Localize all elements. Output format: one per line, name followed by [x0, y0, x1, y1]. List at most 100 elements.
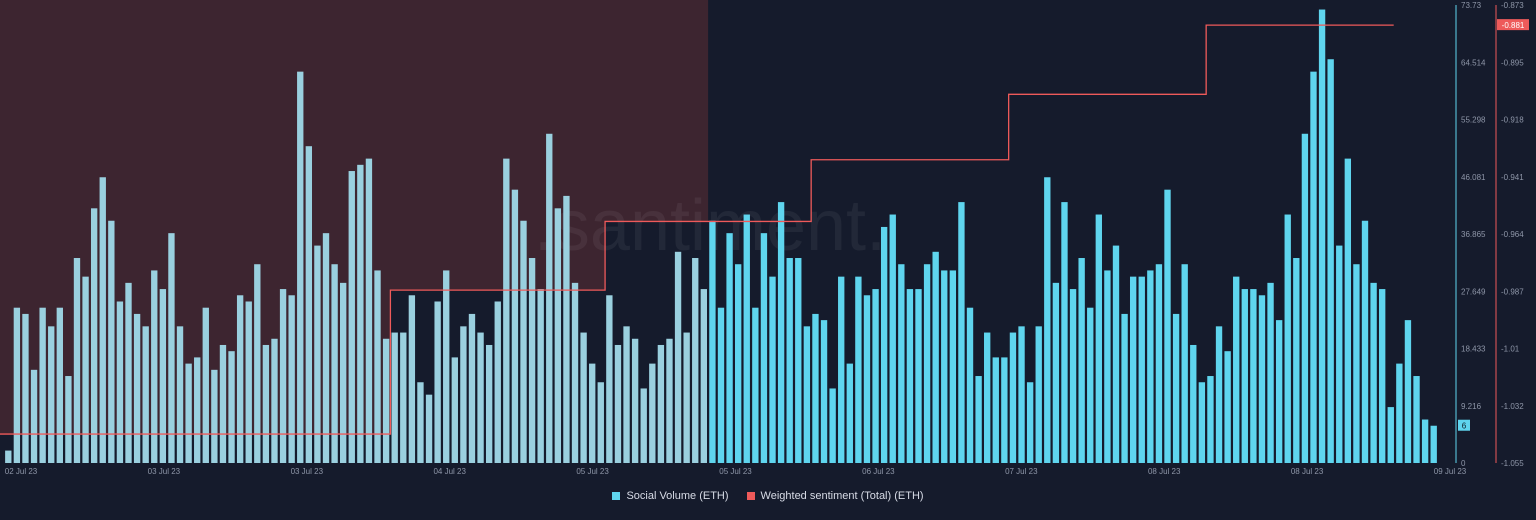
volume-bar	[477, 332, 484, 463]
axes	[1455, 5, 1497, 463]
volume-bar	[571, 282, 579, 463]
right-tick-label: -1.055	[1501, 459, 1524, 468]
x-tick-label: 05 Jul 23	[576, 467, 609, 476]
volume-bar	[958, 202, 965, 463]
volume-bar	[1387, 407, 1394, 463]
volume-bar	[1344, 158, 1352, 463]
volume-value-badge-bg	[1458, 419, 1470, 431]
volume-bar	[1155, 264, 1163, 463]
volume-bar	[108, 220, 115, 463]
volume-bar	[1370, 282, 1377, 463]
volume-bar	[1396, 363, 1403, 463]
volume-bar	[425, 394, 433, 463]
volume-bar	[451, 357, 458, 463]
left-tick-label: 0	[1461, 459, 1466, 468]
volume-bar	[365, 158, 373, 463]
x-tick-label: 02 Jul 23	[5, 467, 38, 476]
volume-bar	[219, 344, 227, 463]
volume-bar	[546, 133, 553, 463]
volume-bar	[743, 214, 750, 463]
volume-bar	[520, 220, 527, 463]
x-axis-ticks: 02 Jul 23 03 Jul 23 03 Jul 23 04 Jul 23 05 J…	[5, 467, 1467, 476]
legend-item-weighted-sentiment[interactable]: Weighted sentiment (Total) (ETH)	[746, 490, 924, 502]
legend: Social Volume (ETH) Weighted sentiment (…	[0, 490, 1536, 502]
volume-bar	[56, 307, 63, 463]
volume-bar	[1327, 59, 1334, 463]
volume-bar	[494, 301, 501, 463]
volume-bar	[1413, 376, 1420, 463]
right-tick-label: -1.01	[1501, 345, 1520, 354]
volume-bar	[99, 177, 106, 463]
volume-bar	[90, 208, 98, 463]
volume-bar	[614, 344, 622, 463]
volume-bar	[906, 289, 914, 463]
volume-bar	[674, 251, 682, 463]
volume-bar	[503, 158, 510, 463]
volume-bar	[1061, 202, 1068, 463]
volume-bar	[1052, 282, 1060, 463]
volume-bar	[1267, 282, 1274, 463]
volume-bar	[855, 276, 862, 463]
volume-bar	[528, 258, 536, 463]
volume-bar	[1224, 351, 1231, 463]
volume-bar	[331, 264, 338, 463]
volume-bar	[1181, 264, 1188, 463]
left-axis-ticks: 0 9.216 18.433 27.649 36.865 46.081 55.298 64.5…	[1461, 1, 1486, 468]
volume-bar	[297, 71, 304, 464]
volume-bar	[1284, 214, 1291, 463]
volume-bar	[735, 264, 742, 463]
sentiment-step-line	[0, 24, 1394, 435]
right-axis-ticks: -1.055 -1.032 -1.01 -0.987 -0.964 -0.941 -0.91…	[1501, 1, 1524, 468]
right-tick-label: -0.987	[1501, 287, 1524, 296]
volume-bar	[932, 251, 939, 463]
volume-bar	[915, 289, 922, 463]
volume-bar	[717, 307, 725, 463]
volume-bar	[1164, 189, 1171, 463]
legend-label-social-volume: Social Volume (ETH)	[626, 490, 729, 502]
value-badges: 6 -0.881	[1458, 19, 1529, 431]
volume-bar	[116, 301, 124, 463]
legend-swatch-social-volume	[612, 492, 621, 500]
volume-bar	[485, 344, 493, 463]
volume-bar	[846, 363, 853, 463]
volume-bar	[73, 258, 81, 463]
volume-bar	[1044, 177, 1051, 463]
volume-bar	[322, 233, 330, 463]
volume-bar	[563, 195, 570, 463]
volume-bar	[752, 307, 759, 463]
sentiment-value-badge-bg	[1497, 19, 1529, 31]
volume-bar	[1233, 276, 1240, 463]
volume-bar	[657, 344, 665, 463]
volume-bar	[142, 326, 149, 463]
volume-bar	[966, 307, 974, 463]
sentiment-value-badge: -0.881	[1502, 21, 1525, 30]
volume-bar	[400, 332, 407, 463]
x-tick-label: 04 Jul 23	[433, 467, 466, 476]
volume-bar	[941, 270, 948, 463]
volume-bar	[228, 351, 235, 463]
legend-item-social-volume[interactable]: Social Volume (ETH)	[612, 490, 729, 502]
volume-bar	[1138, 276, 1145, 463]
volume-bar	[820, 320, 828, 463]
volume-bar	[1035, 326, 1042, 463]
volume-bar	[254, 264, 261, 463]
volume-bar	[262, 344, 270, 463]
volume-bar	[374, 270, 381, 463]
volume-bar	[838, 276, 845, 463]
volume-bar	[1104, 270, 1111, 463]
volume-bar	[22, 313, 29, 463]
volume-bar	[1078, 258, 1085, 463]
volume-bar	[5, 450, 12, 463]
volume-bar	[589, 363, 596, 463]
left-tick-label: 27.649	[1461, 287, 1486, 296]
volume-bar	[537, 289, 544, 463]
volume-bar	[1310, 71, 1317, 464]
x-tick-label: 03 Jul 23	[291, 467, 324, 476]
volume-bar	[803, 326, 811, 463]
volume-bar	[949, 270, 957, 463]
volume-bar	[1069, 289, 1077, 463]
volume-bar	[511, 189, 519, 463]
volume-bar	[1336, 245, 1343, 463]
volume-bar	[623, 326, 630, 463]
